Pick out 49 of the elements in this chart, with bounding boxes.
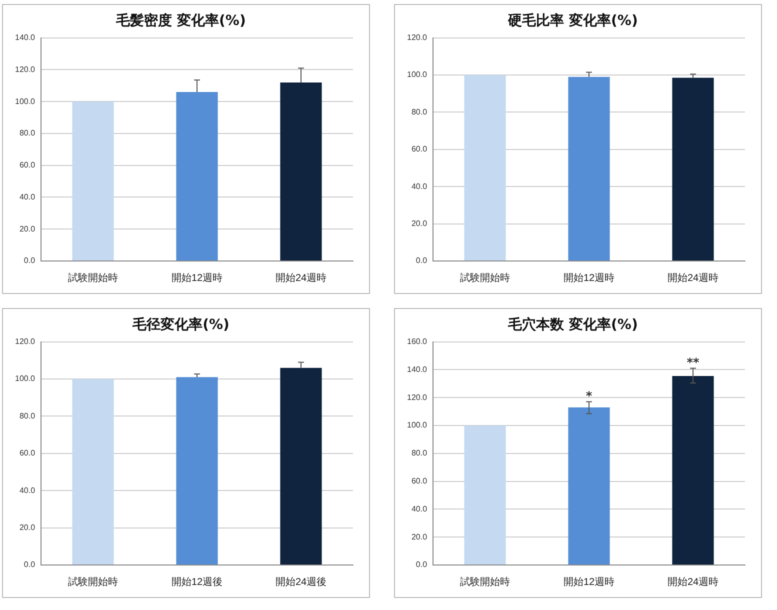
y-tick-label: 100.0	[14, 374, 36, 384]
x-tick-label: 開始24週時	[667, 576, 719, 588]
x-tick-label: 開始24週後	[275, 576, 327, 588]
y-tick-label: 100.0	[406, 70, 428, 80]
x-tick-label: 開始24週時	[275, 272, 327, 284]
y-tick-label: 120.0	[406, 392, 428, 402]
chart-title: 硬毛比率 変化率(%)	[507, 12, 638, 30]
y-tick-label: 120.0	[14, 64, 36, 74]
chart-title: 毛径変化率(%)	[132, 316, 230, 334]
y-tick-label: 160.0	[406, 337, 428, 346]
y-tick-label: 60.0	[411, 144, 428, 154]
x-tick-label: 開始12週後	[171, 576, 223, 588]
y-tick-label: 40.0	[19, 486, 36, 495]
y-tick-label: 0.0	[24, 560, 36, 570]
x-tick-label: 試験開始時	[68, 272, 118, 284]
y-tick-label: 20.0	[411, 532, 428, 542]
x-tick-label: 開始12週時	[171, 272, 223, 284]
y-tick-label: 80.0	[19, 128, 36, 138]
y-tick-label: 40.0	[19, 192, 36, 202]
y-tick-label: 140.0	[406, 364, 428, 374]
x-tick-label: 開始24週時	[667, 272, 719, 284]
y-tick-label: 20.0	[19, 224, 36, 234]
annotation: **	[686, 356, 700, 370]
y-tick-label: 0.0	[416, 560, 428, 570]
x-tick-label: 開始12週時	[563, 272, 615, 284]
y-tick-label: 140.0	[14, 33, 36, 42]
x-tick-label: 試験開始時	[460, 272, 510, 284]
x-tick-label: 試験開始時	[460, 576, 510, 588]
y-tick-label: 60.0	[19, 448, 36, 458]
y-tick-label: 20.0	[19, 523, 36, 532]
x-tick-label: 試験開始時	[68, 576, 118, 588]
y-tick-label: 60.0	[411, 476, 428, 486]
y-tick-label: 0.0	[24, 256, 36, 266]
chart-title: 毛穴本数 変化率(%)	[507, 316, 638, 334]
y-tick-label: 120.0	[406, 33, 428, 42]
y-tick-label: 80.0	[411, 448, 428, 458]
y-tick-label: 20.0	[411, 219, 428, 228]
y-tick-label: 100.0	[406, 420, 428, 430]
annotation: *	[586, 389, 593, 404]
y-tick-label: 40.0	[411, 182, 428, 191]
x-tick-label: 開始12週時	[563, 576, 615, 588]
y-tick-label: 120.0	[14, 337, 36, 346]
y-tick-label: 0.0	[416, 256, 428, 266]
y-tick-label: 80.0	[411, 107, 428, 116]
y-tick-label: 40.0	[411, 504, 428, 514]
chart-title: 毛髪密度 変化率(%)	[115, 12, 246, 30]
y-tick-label: 100.0	[14, 96, 36, 106]
y-tick-label: 60.0	[19, 160, 36, 170]
y-tick-label: 80.0	[19, 411, 36, 420]
